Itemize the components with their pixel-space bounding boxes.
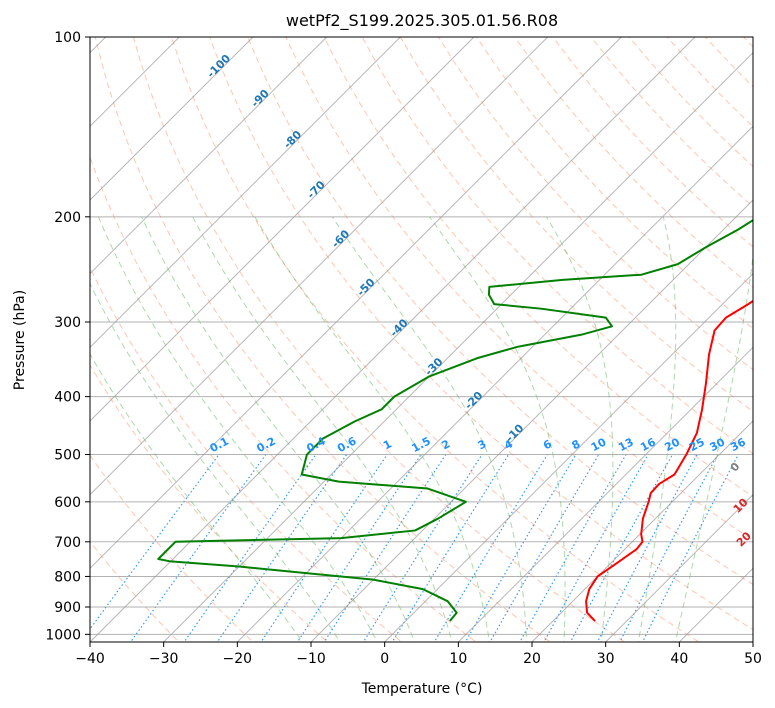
x-tick-label: −20 — [223, 651, 253, 667]
mixing-ratio-line — [362, 454, 483, 642]
moist-adiabat-line — [192, 216, 453, 642]
y-tick-label: 600 — [54, 495, 81, 511]
chart-series — [157, 218, 753, 622]
x-tick-label: −40 — [75, 651, 105, 667]
mixing-ratio-label: 36 — [728, 435, 748, 454]
mixing-ratio-line — [216, 454, 348, 642]
dry-adiabat-line — [132, 37, 626, 642]
moist-adiabat-line — [429, 216, 566, 642]
mixing-ratio-label: 10 — [589, 435, 609, 454]
dry-adiabat-line — [90, 266, 403, 642]
dry-adiabat-line — [209, 37, 753, 631]
mixing-ratio-line — [129, 454, 267, 642]
isotherm-line — [531, 420, 753, 642]
y-axis-label: Pressure (hPa) — [12, 290, 28, 390]
x-tick-label: 40 — [670, 651, 688, 667]
mixing-ratio-line — [183, 454, 317, 642]
dry-adiabat-line — [247, 37, 753, 586]
mixing-ratio-line — [296, 454, 422, 642]
dewpoint-profile-line — [157, 218, 753, 622]
y-tick-label: 100 — [54, 30, 81, 46]
isotherm-line — [90, 37, 549, 496]
isotherm-line — [90, 37, 401, 349]
isotherm-line — [163, 51, 753, 642]
mixing-ratio-label: 16 — [638, 435, 658, 454]
dry-adiabat-line — [323, 37, 753, 498]
y-tick-label: 900 — [54, 600, 81, 616]
x-tick-label: 0 — [380, 651, 389, 667]
moist-adiabat-line — [254, 216, 490, 642]
isotherm-line — [90, 37, 328, 275]
dry-adiabat-line — [285, 37, 753, 541]
x-tick-label: −30 — [149, 651, 179, 667]
mixing-ratio-label: 30 — [708, 435, 728, 454]
isotherm-line — [90, 37, 254, 201]
dry-adiabat-line — [94, 37, 552, 642]
moist-adiabat-line — [97, 216, 378, 642]
isotherm-line — [310, 199, 753, 642]
y-tick-label: 400 — [54, 390, 81, 406]
dry-adiabat-line — [514, 37, 753, 289]
mixing-ratio-line — [619, 454, 719, 642]
mixing-ratio-line — [90, 454, 220, 630]
plot-frame — [89, 36, 754, 643]
dry-adiabat-line — [171, 37, 700, 642]
mixing-ratio-line — [323, 454, 447, 642]
mixing-ratio-line — [260, 454, 388, 642]
isotherm-line — [605, 493, 753, 642]
isotherm-line — [236, 125, 753, 642]
mixing-ratio-line — [433, 454, 548, 642]
x-tick-label: 30 — [597, 651, 615, 667]
x-tick-label: −10 — [296, 651, 326, 667]
y-tick-label: 300 — [54, 315, 81, 331]
mixing-ratio-line — [464, 454, 577, 642]
isotherm-line — [384, 272, 753, 642]
mixing-ratio-line — [596, 454, 698, 642]
theta-label: 30 — [750, 557, 770, 577]
dry-adiabat-line — [90, 364, 329, 642]
mixing-ratio-line — [391, 454, 510, 642]
moist-adiabat-line — [331, 216, 528, 642]
dry-adiabat-line — [90, 454, 254, 642]
y-tick-label: 500 — [54, 448, 81, 464]
x-tick-label: 50 — [744, 651, 762, 667]
mixing-ratio-label: 13 — [616, 435, 636, 454]
isotherm-line — [90, 37, 622, 570]
y-tick-label: 700 — [54, 535, 81, 551]
isotherm-line — [90, 37, 475, 422]
x-tick-label: 20 — [523, 651, 541, 667]
y-tick-label: 1000 — [45, 627, 81, 643]
chart-axes: −40 −30 −20 −10 0 10 20 30 40 50 100 200 300 400 500 60… — [45, 30, 762, 667]
x-tick-label: 10 — [449, 651, 467, 667]
moist-adiabat-line — [546, 216, 614, 642]
moist-adiabat-line — [90, 353, 304, 642]
moist-adiabat-line — [637, 216, 677, 642]
mixing-ratio-label: 20 — [662, 435, 682, 454]
y-tick-label: 200 — [54, 210, 81, 226]
chart-title: wetPf2_S199.2025.305.01.56.R08 — [286, 11, 558, 31]
temperature-profile-line — [585, 299, 753, 622]
mixing-ratio-label: 25 — [687, 436, 707, 455]
isotherm-line — [457, 346, 753, 642]
x-axis-label: Temperature (°C) — [361, 681, 483, 697]
y-tick-label: 800 — [54, 569, 81, 585]
moist-adiabat-line — [141, 216, 416, 642]
